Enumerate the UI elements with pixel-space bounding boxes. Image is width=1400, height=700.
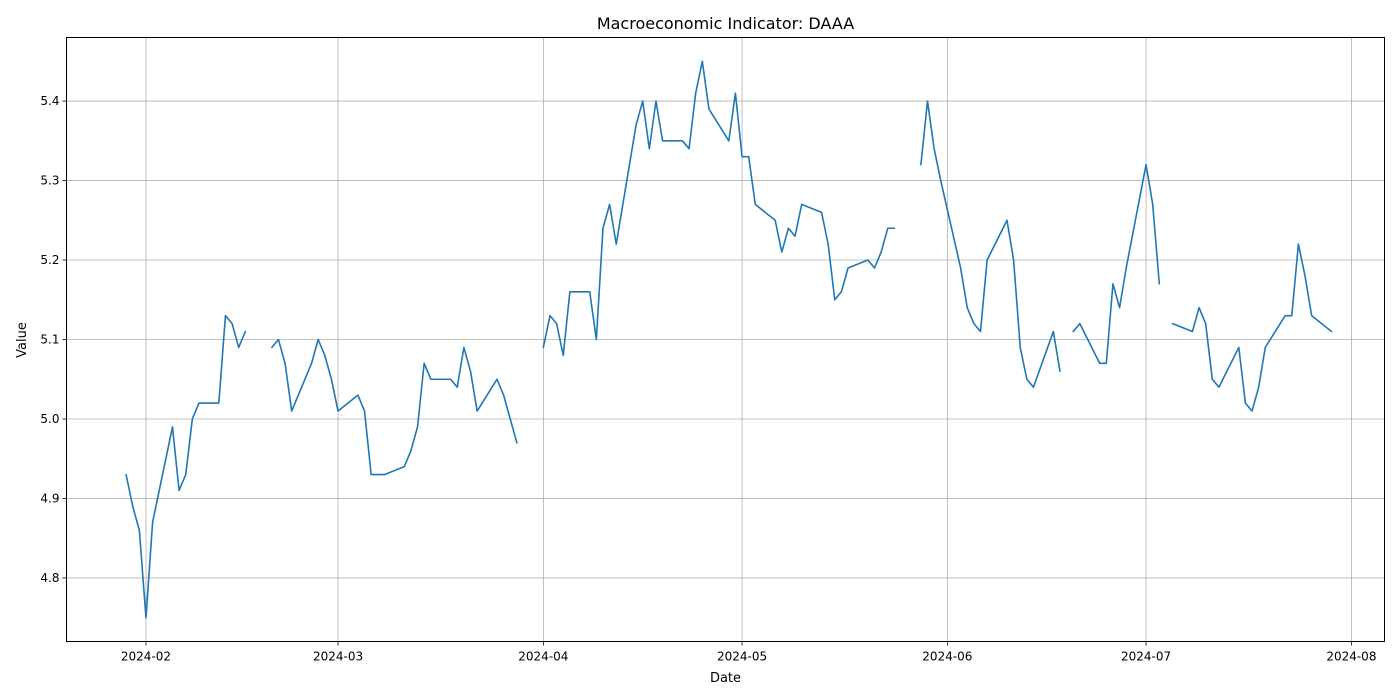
x-tick-label: 2024-05 (717, 650, 767, 664)
y-tick-label: 5.4 (40, 94, 59, 108)
x-tick-label: 2024-04 (518, 650, 568, 664)
y-tick-label: 4.9 (40, 491, 59, 505)
axis-ticks: 2024-02 2024-03 2024-04 2024-05 2024-06 2024-… (40, 94, 1376, 663)
series-layer (125, 60, 1333, 619)
series-line-segment (125, 314, 247, 619)
y-axis-label: Value (15, 322, 30, 358)
x-tick-label: 2024-07 (1121, 650, 1171, 664)
y-tick-label: 5.1 (40, 333, 59, 347)
chart-title: Macroeconomic Indicator: DAAA (597, 14, 854, 33)
series-line-segment (1171, 243, 1333, 412)
y-tick-label: 5.3 (40, 174, 59, 188)
series-line-segment (542, 60, 896, 357)
series-line-segment (920, 100, 1061, 388)
y-tick-label: 4.8 (40, 571, 59, 585)
x-tick-label: 2024-08 (1326, 650, 1376, 664)
x-axis-label: Date (710, 671, 741, 686)
grid (66, 37, 1385, 642)
y-tick-label: 5.2 (40, 253, 59, 267)
x-tick-label: 2024-02 (121, 650, 171, 664)
x-tick-label: 2024-06 (922, 650, 972, 664)
series-line-segment (1072, 163, 1161, 365)
y-tick-label: 5.0 (40, 412, 59, 426)
series-line-segment (271, 338, 518, 476)
x-tick-label: 2024-03 (313, 650, 363, 664)
